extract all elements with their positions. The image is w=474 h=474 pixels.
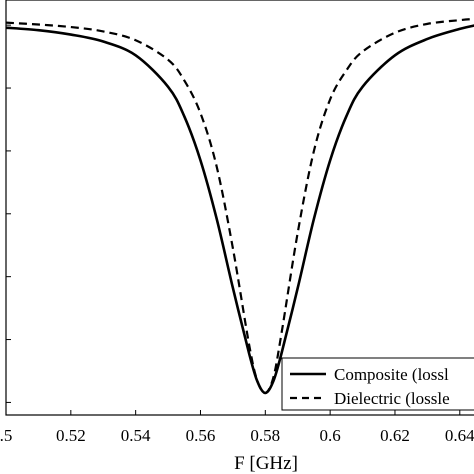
legend: Composite (lossl Dielectric (lossle — [281, 357, 474, 411]
x-tick-label: 0.58 — [250, 426, 280, 445]
legend-label-dielectric: Dielectric (lossle — [334, 389, 450, 408]
curve-group — [5, 17, 474, 395]
series-line-composite — [5, 24, 474, 395]
x-tick-group: .5 0.52 0.54 0.56 0.58 0.6 0.62 0.64 — [0, 410, 474, 445]
x-tick-label: 0.64 — [445, 426, 474, 445]
x-tick-label: 0.62 — [380, 426, 410, 445]
plot-frame — [5, 0, 474, 416]
x-axis-label: F [GHz] — [234, 453, 298, 474]
x-tick-label: 0.54 — [121, 426, 151, 445]
series-line-dielectric — [5, 17, 474, 395]
x-tick-label: 0.56 — [186, 426, 216, 445]
x-tick-label: 0.52 — [56, 426, 86, 445]
legend-label-composite: Composite (lossl — [334, 365, 449, 384]
x-tick-label: .5 — [0, 426, 12, 445]
legend-box — [281, 357, 474, 411]
x-tick-label: 0.6 — [320, 426, 341, 445]
y-tick-group — [6, 24, 11, 403]
